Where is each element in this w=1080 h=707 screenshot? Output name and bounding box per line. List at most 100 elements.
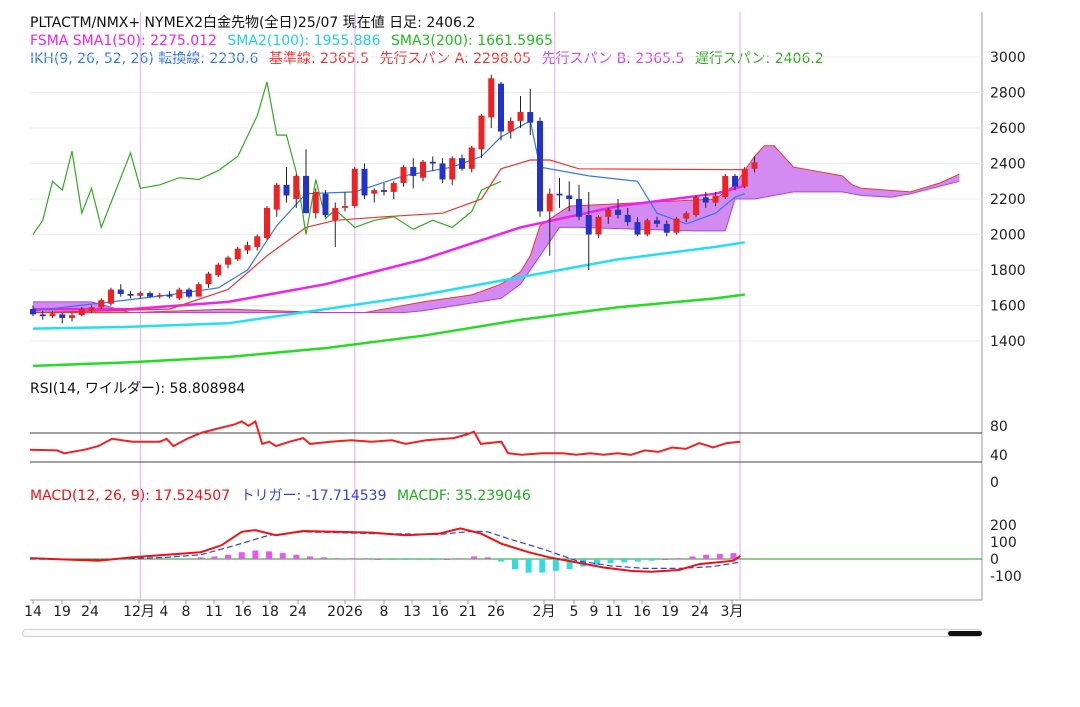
candle-body (429, 161, 436, 164)
candle-body (595, 216, 602, 235)
macd-histogram-bar (621, 559, 628, 563)
x-tick-label: 11 (605, 604, 623, 620)
x-tick-label: 13 (403, 604, 421, 620)
candle-body (186, 289, 192, 297)
candle-body (410, 167, 417, 176)
candle-body (722, 175, 729, 198)
candle-body (342, 206, 348, 208)
candle-body (654, 220, 660, 224)
macd-histogram-bar (416, 559, 423, 560)
rsi-tick-label: 0 (990, 475, 999, 491)
candle-body (59, 314, 66, 318)
candle-body (127, 293, 134, 296)
candles-layer (30, 74, 758, 324)
candle-body (273, 184, 280, 210)
candle-body (147, 293, 153, 297)
candle-body (556, 193, 563, 196)
x-tick-label: 14 (24, 604, 42, 620)
candle-body (449, 158, 456, 180)
horizontal-scrollbar[interactable] (22, 629, 982, 637)
header-title: PLTACTM/NMX+ NYMEX2白金先物(全日)25/07 現在値 日足:… (30, 14, 475, 31)
candle-body (137, 293, 144, 296)
macd-tick-label: 200 (990, 518, 1017, 534)
rsi-panel: 80 40 0 (29, 419, 1008, 491)
header-ikh: IKH(9, 26, 52, 26) 転換線: 2230.6 基準線: 2365… (30, 50, 824, 67)
candle-body (751, 162, 758, 169)
candle-body (498, 83, 504, 132)
candle-body (293, 175, 300, 199)
candle-body (49, 313, 56, 317)
scrollbar-thumb[interactable] (948, 631, 982, 636)
candle-body (205, 273, 212, 285)
candle-body (576, 199, 582, 217)
macd-label: MACD(12, 26, 9): 17.524507 (30, 488, 230, 504)
candle-body (215, 264, 222, 276)
macd-histogram-bar (279, 553, 286, 559)
candle-body (264, 207, 270, 239)
line-chikou (32, 81, 502, 235)
candle-body (517, 112, 524, 121)
macd-histogram-bar (320, 557, 327, 559)
header-ikh-senkou-b: 先行スパン B: 2365.5 (541, 51, 684, 67)
candle-body (673, 218, 680, 233)
candle-body (537, 120, 543, 212)
candle-body (312, 191, 319, 214)
x-tick-label: 26 (487, 604, 505, 620)
rsi-label: RSI(14, ワイルダー): 58.808984 (30, 381, 245, 397)
macd-df-label: MACDF: 35.239046 (397, 488, 531, 504)
macd-histogram-bar (539, 559, 546, 573)
macd-tick-label: 0 (990, 552, 999, 568)
macd-histogram-bar (730, 553, 737, 559)
header-ikh-kijun: 基準線: 2365.5 (269, 50, 369, 67)
candle-body (390, 183, 397, 192)
candle-body (78, 309, 85, 316)
x-tick-label: 8 (380, 604, 389, 620)
line-sma3 (32, 293, 745, 368)
price-tick-label: 2800 (990, 86, 1026, 102)
candle-body (615, 209, 621, 215)
macd-histogram-bar (662, 559, 669, 560)
macd-histogram-bar (498, 559, 505, 562)
macd-histogram-bar (675, 558, 682, 560)
candle-body (303, 175, 309, 214)
macd-histogram-bar (511, 559, 518, 570)
header-ikh-chikou: 遅行スパン: 2406.2 (695, 51, 824, 67)
candle-body (244, 245, 251, 251)
candle-body (420, 161, 426, 178)
macd-trigger-label: トリガー: -17.714539 (241, 488, 387, 504)
x-tick-label: 16 (431, 604, 449, 620)
candle-body (98, 300, 105, 308)
candle-body (39, 314, 46, 317)
candle-body (605, 209, 612, 217)
macd-histogram-bar (484, 557, 491, 559)
price-tick-label: 2600 (990, 121, 1026, 137)
macd-trigger-line (29, 530, 741, 569)
price-tick-label: 2400 (990, 157, 1026, 173)
macd-histogram-bar (293, 554, 300, 559)
candle-body (585, 214, 592, 235)
line-sma2 (32, 241, 745, 330)
candle-body (371, 190, 378, 194)
macd-histogram-bar (648, 559, 655, 561)
candle-body (468, 147, 475, 169)
x-tick-label: 19 (661, 604, 679, 620)
x-tick-label: 2月 (533, 604, 556, 620)
candle-body (254, 236, 261, 247)
candle-body (527, 112, 534, 123)
macd-labels: MACD(12, 26, 9): 17.524507 トリガー: -17.714… (30, 488, 531, 504)
macd-tick-label: -100 (990, 569, 1022, 585)
indicator-lines (32, 81, 746, 368)
macd-histogram-bar (388, 559, 395, 560)
x-tick-label: 16 (234, 604, 252, 620)
macd-histogram-bar (252, 550, 259, 559)
cloud-fill (33, 145, 960, 313)
candle-body (30, 309, 36, 315)
candle-body (108, 289, 114, 304)
x-tick-label: 21 (459, 604, 477, 620)
x-tick-label: 19 (53, 604, 71, 620)
candle-body (400, 167, 407, 184)
candle-body (439, 163, 446, 180)
